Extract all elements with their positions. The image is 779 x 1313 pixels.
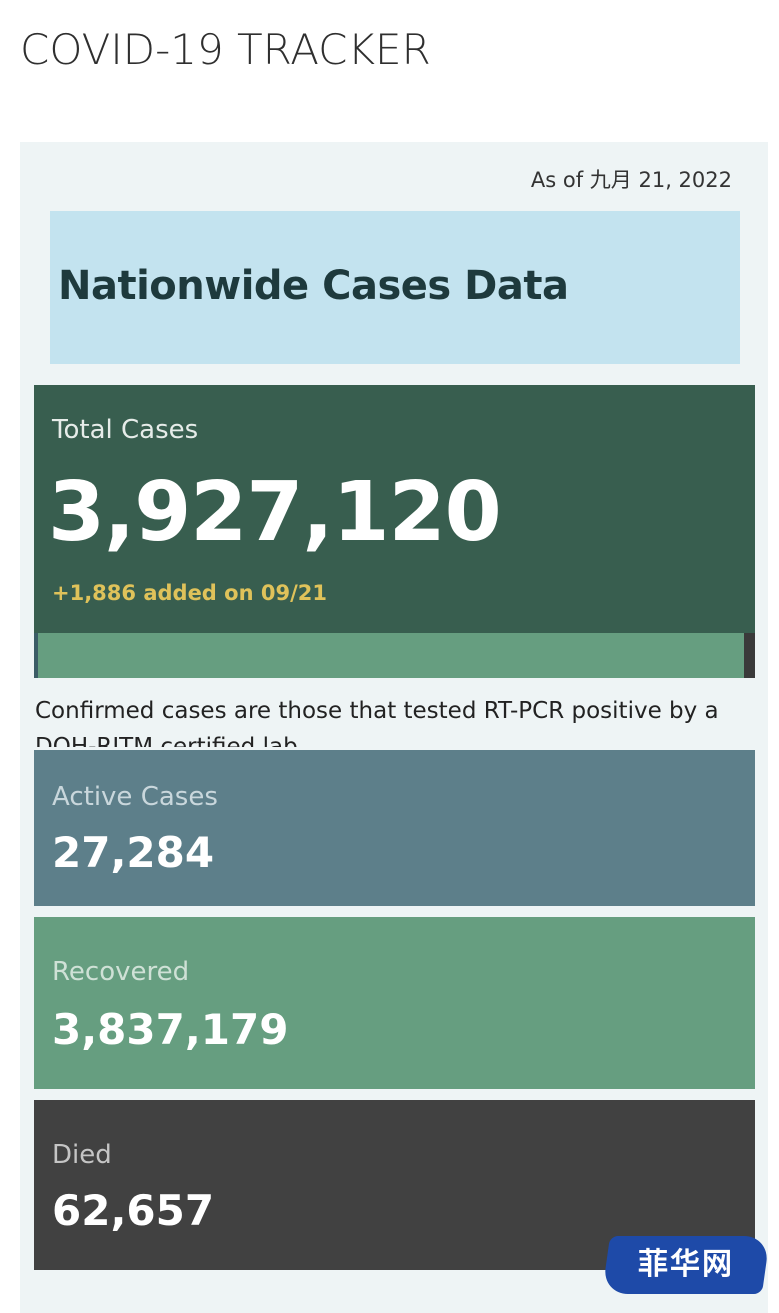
active-cases-label: Active Cases [52,782,218,812]
confirmed-cases-note: Confirmed cases are those that tested RT… [35,698,719,747]
total-cases-label: Total Cases [52,415,199,445]
died-card: Died 62,657 [34,1100,755,1270]
watermark-logo: 菲华网 [601,1236,771,1294]
dashboard-header: Nationwide Cases Data [50,211,740,364]
active-cases-card: Active Cases 27,284 [34,750,755,906]
as-of-date: As of 九月 21, 2022 [530,168,732,192]
watermark-text: 菲华网 [638,1247,734,1282]
dashboard-title: Nationwide Cases Data [58,263,569,309]
strip-edge-right [744,633,755,678]
total-cases-added: +1,886 added on 09/21 [52,581,327,605]
strip-edge-left [34,633,38,678]
active-cases-value: 27,284 [52,828,215,877]
total-cases-card: Total Cases 3,927,120 +1,886 added on 09… [34,385,755,633]
died-label: Died [52,1140,112,1170]
died-value: 62,657 [52,1186,215,1235]
total-cases-value: 3,927,120 [48,465,502,560]
recovered-card: Recovered 3,837,179 [34,917,755,1089]
covid-dashboard: As of 九月 21, 2022 Nationwide Cases Data … [20,142,768,1313]
recovered-value: 3,837,179 [52,1005,289,1054]
page-title: COVID-19 TRACKER [20,25,431,74]
total-cases-strip [34,633,755,678]
recovered-label: Recovered [52,957,190,987]
